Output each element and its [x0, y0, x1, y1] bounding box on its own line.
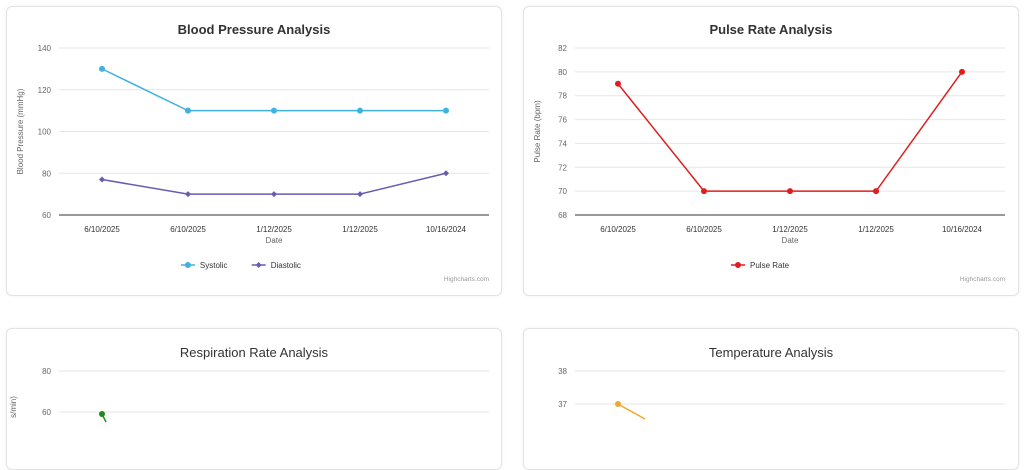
temperature-card: Temperature Analysis 37 38 [523, 328, 1019, 470]
pulse-rate-card: Pulse Rate Analysis 68 70 72 74 76 78 80 82 Pulse… [523, 6, 1019, 296]
respiration-rate-card: Respiration Rate Analysis 60 80 s/min) [6, 328, 502, 470]
x-tick-label: 1/12/2025 [858, 225, 894, 234]
y-tick-label: 74 [558, 139, 567, 148]
y-axis-title: s/min) [9, 396, 18, 418]
data-point [357, 191, 363, 198]
series-line-diastolic [101, 172, 447, 195]
y-tick-label: 72 [558, 163, 567, 172]
data-point [787, 188, 793, 195]
y-tick-label: 78 [558, 92, 567, 101]
data-point [185, 191, 191, 198]
data-point [873, 188, 879, 195]
legend-marker [184, 262, 191, 268]
legend-item[interactable]: Systolic [200, 261, 228, 270]
data-point [99, 411, 105, 418]
x-tick-label: 6/10/2025 [170, 225, 206, 234]
data-point [959, 68, 965, 75]
y-axis-title: Blood Pressure (mmHg) [16, 88, 25, 174]
x-tick-label: 1/12/2025 [256, 225, 292, 234]
data-point [615, 80, 621, 87]
y-tick-label: 37 [558, 400, 567, 409]
legend-marker [735, 262, 741, 268]
y-tick-label: 68 [558, 211, 567, 220]
y-tick-label: 140 [38, 44, 52, 53]
legend-item[interactable]: Diastolic [271, 261, 301, 270]
series-line-pulse-rate [617, 71, 963, 192]
data-point [701, 188, 707, 195]
y-tick-label: 80 [42, 367, 51, 376]
x-tick-label: 1/12/2025 [772, 225, 808, 234]
chart-title: Pulse Rate Analysis [709, 22, 832, 37]
temperature-chart: Temperature Analysis 37 38 [558, 345, 1005, 420]
credits-link[interactable]: Highcharts.com [960, 276, 1005, 283]
data-point [443, 170, 449, 177]
y-tick-label: 60 [42, 408, 51, 417]
y-tick-label: 60 [42, 211, 51, 220]
chart-title: Temperature Analysis [709, 345, 834, 360]
data-point [443, 107, 449, 114]
x-axis-title: Date [782, 236, 799, 245]
blood-pressure-chart: Blood Pressure Analysis 60 80 100 120 140 Bloo… [16, 22, 489, 283]
data-point [271, 107, 277, 114]
y-tick-label: 70 [558, 187, 567, 196]
legend-marker [255, 262, 262, 268]
data-point [271, 191, 277, 198]
y-tick-label: 38 [558, 367, 567, 376]
x-axis-title: Date [266, 236, 283, 245]
respiration-rate-chart: Respiration Rate Analysis 60 80 s/min) [9, 345, 489, 423]
y-tick-label: 120 [38, 86, 52, 95]
data-point [615, 401, 621, 407]
y-tick-label: 76 [558, 116, 567, 125]
data-point [99, 176, 105, 183]
x-tick-label: 6/10/2025 [686, 225, 722, 234]
blood-pressure-card: Blood Pressure Analysis 60 80 100 120 140 Bloo… [6, 6, 502, 296]
y-tick-label: 80 [558, 68, 567, 77]
y-tick-label: 80 [42, 169, 51, 178]
chart-title: Respiration Rate Analysis [180, 345, 329, 360]
chart-title: Blood Pressure Analysis [178, 22, 331, 37]
data-point [357, 107, 363, 114]
data-point [99, 65, 105, 72]
x-tick-label: 6/10/2025 [600, 225, 636, 234]
x-tick-label: 6/10/2025 [84, 225, 120, 234]
y-tick-label: 82 [558, 44, 567, 53]
x-tick-label: 1/12/2025 [342, 225, 378, 234]
pulse-rate-chart: Pulse Rate Analysis 68 70 72 74 76 78 80 82 Pulse… [533, 22, 1005, 283]
series-line-temperature [617, 403, 646, 420]
x-tick-label: 10/16/2024 [426, 225, 467, 234]
legend-item[interactable]: Pulse Rate [750, 261, 790, 270]
y-axis-title: Pulse Rate (bpm) [533, 100, 542, 163]
x-tick-label: 10/16/2024 [942, 225, 983, 234]
data-point [185, 107, 191, 114]
y-tick-label: 100 [38, 128, 52, 137]
credits-link[interactable]: Highcharts.com [444, 276, 489, 283]
